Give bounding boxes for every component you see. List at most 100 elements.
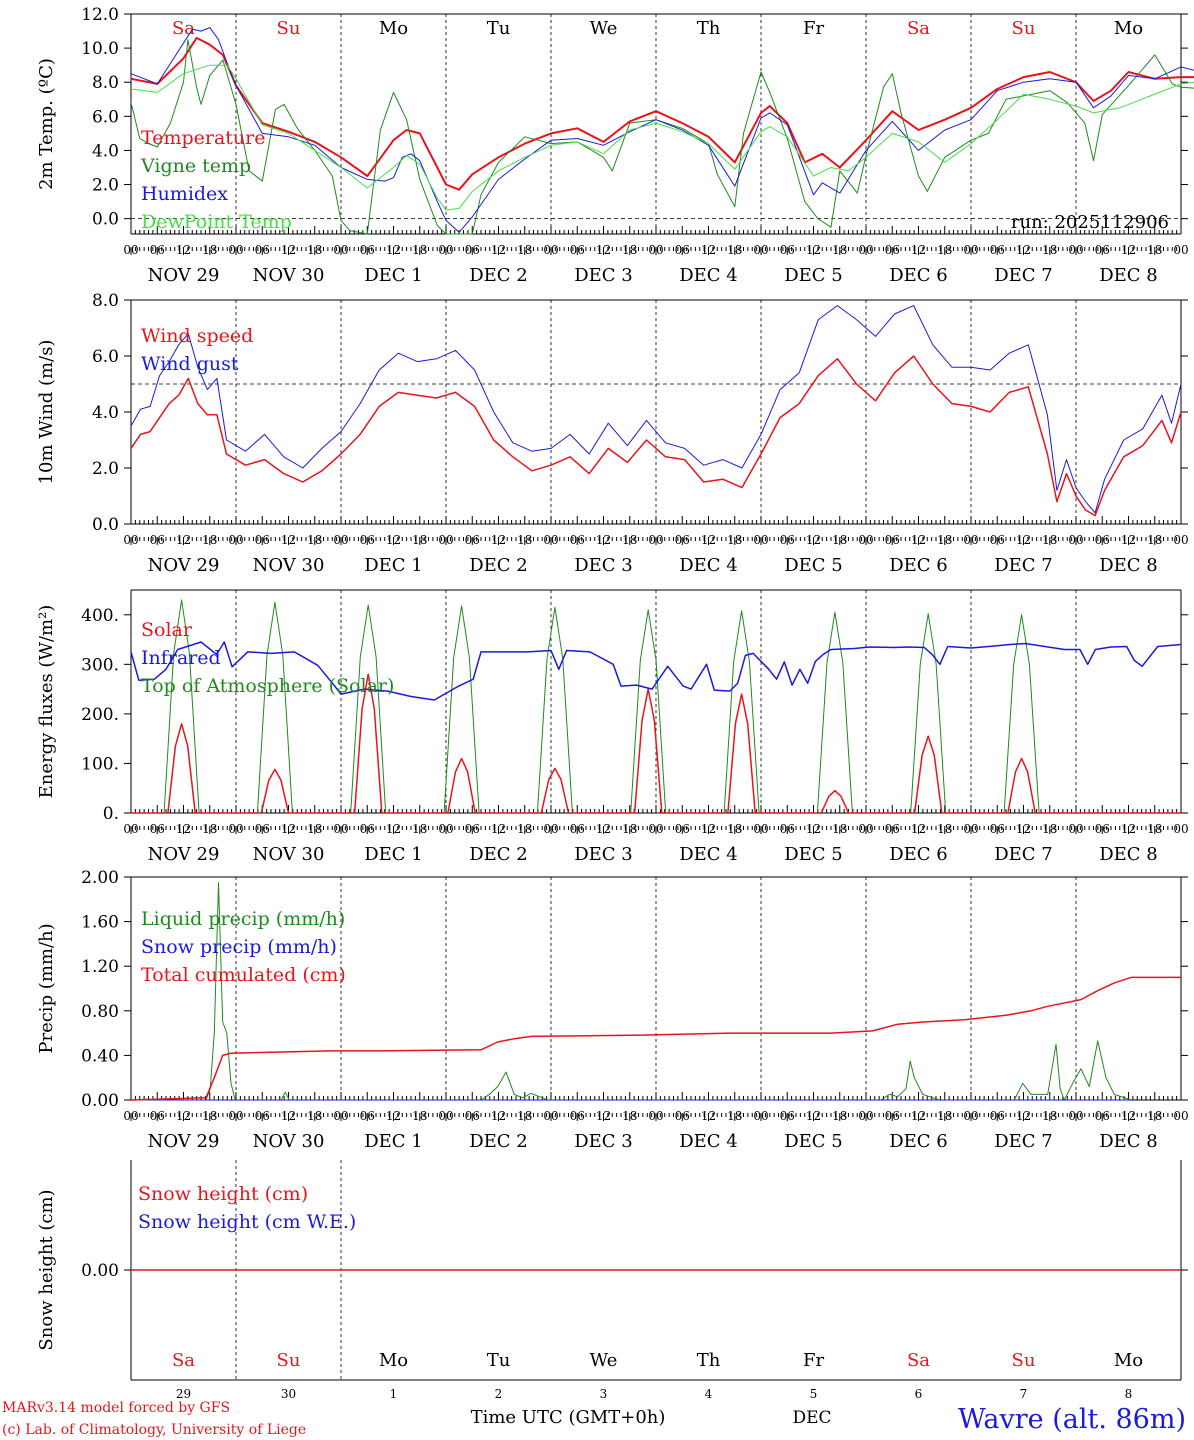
hour-label: 06 <box>255 822 270 836</box>
date-label-su-30: NOV 30 <box>253 555 325 576</box>
y-tick-label: 4.0 <box>92 403 119 423</box>
y-tick-label: 100. <box>81 754 119 774</box>
y-axis-label: Snow height (cm) <box>36 1189 57 1350</box>
hour-label: 00 <box>438 243 453 257</box>
hour-label: 06 <box>570 533 585 547</box>
run-label: run: 2025112906 <box>1011 212 1169 233</box>
hour-label: 12 <box>911 822 926 836</box>
day-label-tu-2: Tu <box>487 18 511 39</box>
hour-label: 06 <box>360 1109 375 1123</box>
hour-label: 06 <box>780 533 795 547</box>
bottom-day-label-mo-1: Mo <box>379 1350 408 1371</box>
legend-infrared: Infrared <box>141 647 221 669</box>
bottom-day-label-mo-8: Mo <box>1114 1350 1143 1371</box>
hour-label: 00 <box>543 822 558 836</box>
y-tick-label: 0.0 <box>92 210 119 230</box>
hour-label: 00 <box>858 822 873 836</box>
date-label-we-3: DEC 3 <box>574 265 633 286</box>
hour-label: 12 <box>806 243 821 257</box>
date-label-sa-6: DEC 6 <box>889 555 948 576</box>
hour-label: 12 <box>596 822 611 836</box>
date-label-th-4: DEC 4 <box>679 555 738 576</box>
date-label-mo-8: DEC 8 <box>1099 1131 1158 1152</box>
date-label-mo-1: DEC 1 <box>364 1131 423 1152</box>
hour-label: 12 <box>491 243 506 257</box>
date-label-fr-5: DEC 5 <box>784 555 843 576</box>
hour-label: 18 <box>937 822 952 836</box>
hour-label: 12 <box>701 1109 716 1123</box>
hour-label: 00 <box>228 243 243 257</box>
date-label-su-30: NOV 30 <box>253 844 325 865</box>
hour-label: 12 <box>1016 243 1031 257</box>
hour-label: 12 <box>386 822 401 836</box>
model-credit: MARv3.14 model forced by GFS <box>2 1400 230 1416</box>
hour-label: 18 <box>517 533 532 547</box>
legend-wind-gust: Wind gust <box>141 353 239 375</box>
hour-label: 12 <box>386 243 401 257</box>
date-label-sa-6: DEC 6 <box>889 265 948 286</box>
hour-label: 18 <box>202 822 217 836</box>
date-label-mo-1: DEC 1 <box>364 265 423 286</box>
legend-dewpoint-temp: DewPoint Temp <box>141 211 292 233</box>
hour-label: 12 <box>701 243 716 257</box>
hour-label: 06 <box>675 243 690 257</box>
date-label-th-4: DEC 4 <box>679 844 738 865</box>
y-tick-label: 8.0 <box>92 291 119 311</box>
date-label-sa-29: NOV 29 <box>148 844 220 865</box>
hour-label: 18 <box>1147 822 1162 836</box>
hour-label: 12 <box>1121 1109 1136 1123</box>
y-tick-label: 12.0 <box>81 5 119 25</box>
hour-label: 00 <box>1068 1109 1083 1123</box>
date-label-sa-29: NOV 29 <box>148 555 220 576</box>
hour-label: 00 <box>1173 533 1188 547</box>
hour-label: 18 <box>832 822 847 836</box>
hour-label: 06 <box>570 243 585 257</box>
hour-label: 12 <box>1121 822 1136 836</box>
y-tick-label: 0. <box>103 804 119 824</box>
hour-label: 18 <box>937 243 952 257</box>
hour-label: 12 <box>176 1109 191 1123</box>
hour-label: 12 <box>281 822 296 836</box>
hour-label: 06 <box>780 243 795 257</box>
hour-label: 12 <box>386 533 401 547</box>
hour-label: 00 <box>858 533 873 547</box>
hour-label: 00 <box>228 533 243 547</box>
hour-label: 06 <box>465 1109 480 1123</box>
y-tick-label: 300. <box>81 655 119 675</box>
hour-label: 06 <box>150 243 165 257</box>
date-label-mo-8: DEC 8 <box>1099 265 1158 286</box>
y-tick-label: 0.40 <box>81 1046 119 1066</box>
date-label-sa-6: DEC 6 <box>889 844 948 865</box>
hour-label: 18 <box>622 1109 637 1123</box>
legend-vigne-temp: Vigne temp <box>140 155 251 177</box>
series-wind-speed <box>130 355 1182 517</box>
hour-label: 06 <box>1095 533 1110 547</box>
hour-label: 18 <box>937 1109 952 1123</box>
hour-label: 18 <box>1147 243 1162 257</box>
date-label-tu-2: DEC 2 <box>469 555 528 576</box>
hour-label: 12 <box>281 533 296 547</box>
bottom-day-label-sa-29: Sa <box>172 1350 195 1371</box>
y-tick-label: 0.80 <box>81 1002 119 1022</box>
hour-label: 18 <box>307 822 322 836</box>
hour-label: 06 <box>885 1109 900 1123</box>
hour-label: 18 <box>1147 1109 1162 1123</box>
hour-label: 06 <box>990 533 1005 547</box>
hour-label: 06 <box>885 243 900 257</box>
hour-label: 12 <box>1121 243 1136 257</box>
x-axis-label: Time UTC (GMT+0h) <box>471 1407 666 1428</box>
bottom-day-label-su-7: Su <box>1012 1350 1036 1371</box>
series-total-cumulated-cm <box>130 976 1181 1101</box>
day-label-th-4: Th <box>697 18 721 39</box>
date-label-sa-29: NOV 29 <box>148 265 220 286</box>
date-label-mo-1: DEC 1 <box>364 844 423 865</box>
hour-label: 00 <box>123 243 138 257</box>
hour-label: 06 <box>150 1109 165 1123</box>
hour-label: 06 <box>1095 243 1110 257</box>
y-tick-label: 1.20 <box>81 957 119 977</box>
hour-label: 18 <box>307 533 322 547</box>
y-tick-label: 6.0 <box>92 107 119 127</box>
hour-label: 00 <box>333 533 348 547</box>
hour-label: 06 <box>150 533 165 547</box>
y-tick-label: 0.0 <box>92 515 119 535</box>
